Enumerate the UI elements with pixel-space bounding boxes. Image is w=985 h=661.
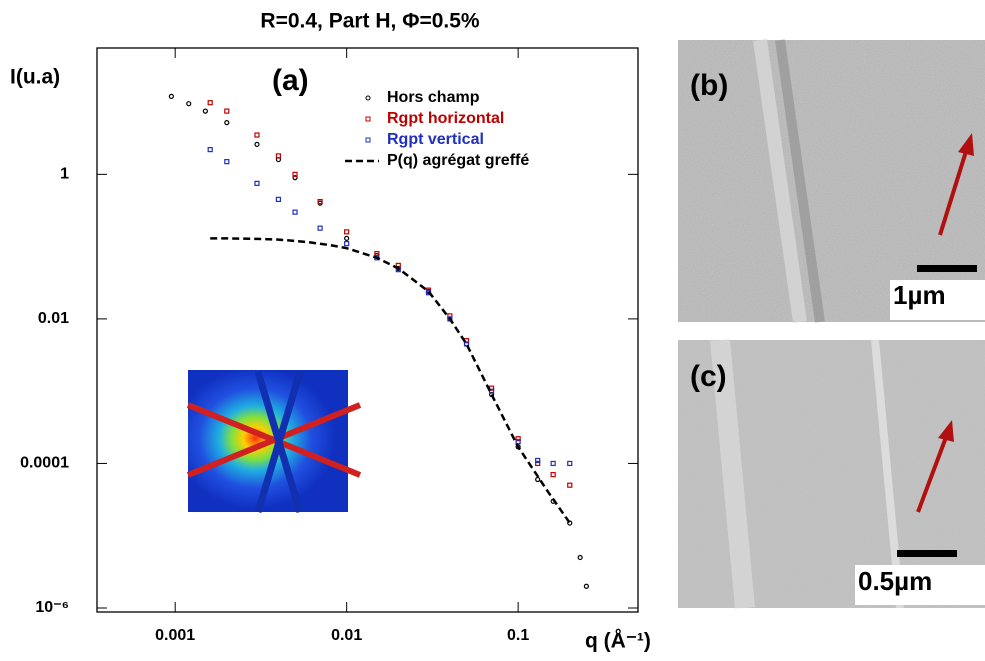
- point: [275, 196, 282, 203]
- point: [567, 482, 573, 488]
- point: [488, 388, 495, 394]
- point: [515, 436, 521, 442]
- point: [224, 108, 230, 114]
- point: [550, 472, 556, 478]
- x-tick-label: 0.01: [331, 627, 362, 644]
- legend-key: [365, 116, 371, 122]
- legend-label: Rgpt vertical: [387, 131, 484, 148]
- x-tick-label: 0.1: [507, 627, 529, 644]
- y-axis-label: I(u.a): [10, 66, 60, 89]
- panel-label: (a): [272, 64, 309, 97]
- scale-bar-label: 0.5µm: [858, 566, 932, 596]
- point: [254, 180, 260, 186]
- legend-key: [365, 137, 371, 143]
- point: [186, 101, 192, 107]
- legend-label: Hors champ: [387, 89, 480, 106]
- point: [550, 460, 556, 467]
- point: [344, 235, 350, 241]
- legend-label: P(q) agrégat greffé: [387, 152, 529, 169]
- point: [515, 439, 521, 445]
- legend-label: Rgpt horizontal: [387, 110, 504, 127]
- tem-panel-c: [678, 339, 985, 609]
- y-tick-label: 1: [60, 166, 69, 183]
- y-tick-label: 0.0001: [20, 455, 69, 472]
- point: [535, 457, 541, 464]
- tem-panel-b: [678, 39, 985, 323]
- point: [207, 146, 213, 153]
- point: [535, 476, 541, 483]
- point: [275, 153, 282, 159]
- saxs-inset: [186, 370, 362, 514]
- panel-label: (b): [690, 69, 728, 102]
- point: [224, 119, 230, 126]
- point: [292, 209, 298, 215]
- point: [168, 93, 174, 99]
- point: [317, 225, 323, 231]
- point: [344, 229, 350, 235]
- plot-frame: [96, 47, 639, 613]
- point: [207, 100, 213, 106]
- point: [577, 554, 583, 561]
- point: [292, 171, 298, 177]
- point: [224, 159, 230, 165]
- point: [344, 241, 350, 247]
- y-tick-label: 10⁻⁶: [35, 599, 69, 616]
- point: [535, 460, 541, 467]
- series-line: [210, 237, 571, 524]
- chart-title: R=0.4, Part H, Φ=0.5%: [260, 10, 480, 33]
- point: [254, 141, 260, 147]
- point: [254, 132, 260, 138]
- scale-bar-label: 1µm: [893, 280, 946, 310]
- point: [317, 198, 323, 205]
- x-axis-label: q (Å⁻¹): [585, 629, 651, 653]
- point: [583, 583, 589, 589]
- y-tick-label: 0.01: [38, 310, 69, 327]
- point: [292, 175, 298, 181]
- legend-key: [365, 95, 371, 101]
- x-tick-label: 0.001: [155, 627, 195, 644]
- point: [567, 460, 573, 467]
- panel-label: (c): [690, 360, 727, 393]
- point: [202, 108, 208, 114]
